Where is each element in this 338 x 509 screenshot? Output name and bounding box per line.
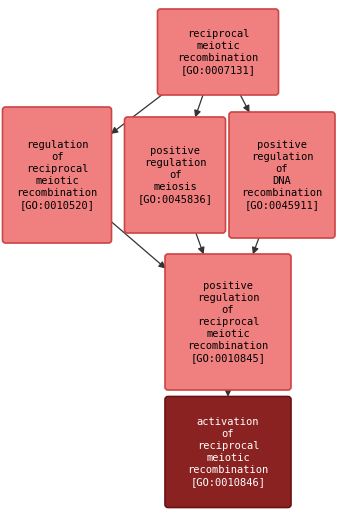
Text: regulation
of
reciprocal
meiotic
recombination
[GO:0010520]: regulation of reciprocal meiotic recombi… xyxy=(16,140,98,210)
FancyBboxPatch shape xyxy=(124,117,225,233)
Text: reciprocal
meiotic
recombination
[GO:0007131]: reciprocal meiotic recombination [GO:000… xyxy=(177,29,259,75)
Text: positive
regulation
of
reciprocal
meiotic
recombination
[GO:0010845]: positive regulation of reciprocal meioti… xyxy=(187,281,269,363)
Text: positive
regulation
of
DNA
recombination
[GO:0045911]: positive regulation of DNA recombination… xyxy=(241,140,323,210)
Text: positive
regulation
of
meiosis
[GO:0045836]: positive regulation of meiosis [GO:00458… xyxy=(138,146,213,204)
FancyBboxPatch shape xyxy=(165,254,291,390)
FancyBboxPatch shape xyxy=(2,107,112,243)
Text: activation
of
reciprocal
meiotic
recombination
[GO:0010846]: activation of reciprocal meiotic recombi… xyxy=(187,417,269,487)
FancyBboxPatch shape xyxy=(229,112,335,238)
FancyBboxPatch shape xyxy=(158,9,279,95)
FancyBboxPatch shape xyxy=(165,397,291,507)
